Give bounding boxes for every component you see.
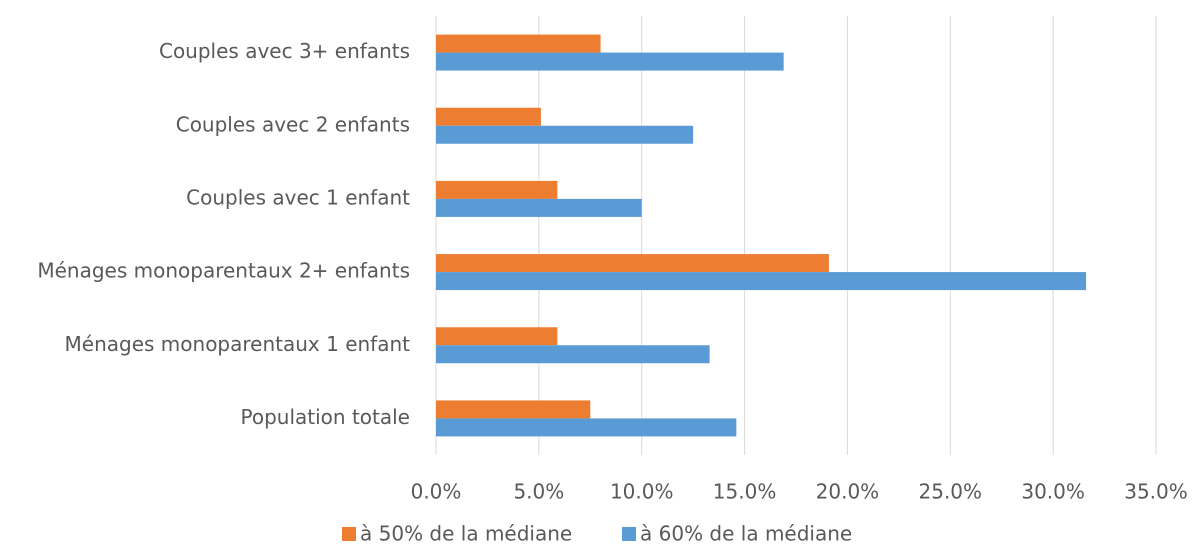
legend-swatch bbox=[342, 527, 356, 541]
y-tick-label: Couples avec 1 enfant bbox=[186, 185, 410, 209]
bar bbox=[436, 327, 558, 346]
legend-swatch bbox=[622, 527, 636, 541]
x-tick-label: 20.0% bbox=[816, 480, 880, 504]
y-tick-label: Ménages monoparentaux 2+ enfants bbox=[37, 259, 410, 283]
x-tick-label: 0.0% bbox=[411, 480, 462, 504]
bar bbox=[436, 125, 694, 144]
bar bbox=[436, 254, 829, 273]
x-tick-label: 5.0% bbox=[513, 480, 564, 504]
bar bbox=[436, 34, 601, 53]
x-tick-label: 35.0% bbox=[1124, 480, 1188, 504]
bar bbox=[436, 272, 1087, 291]
y-tick-label: Population totale bbox=[241, 405, 410, 429]
x-tick-label: 15.0% bbox=[713, 480, 777, 504]
bar bbox=[436, 180, 558, 199]
x-tick-label: 30.0% bbox=[1021, 480, 1085, 504]
x-tick-label: 10.0% bbox=[610, 480, 674, 504]
x-tick-label: 25.0% bbox=[919, 480, 983, 504]
y-tick-label: Couples avec 3+ enfants bbox=[159, 39, 410, 63]
bar bbox=[436, 345, 710, 364]
legend-label: à 60% de la médiane bbox=[640, 522, 852, 545]
bar bbox=[436, 52, 784, 71]
y-tick-label: Couples avec 2 enfants bbox=[176, 112, 410, 136]
bar bbox=[436, 107, 541, 126]
legend-label: à 50% de la médiane bbox=[360, 522, 572, 545]
y-tick-label: Ménages monoparentaux 1 enfant bbox=[65, 332, 411, 356]
bar bbox=[436, 198, 642, 217]
bar bbox=[436, 418, 737, 437]
bar bbox=[436, 400, 591, 419]
